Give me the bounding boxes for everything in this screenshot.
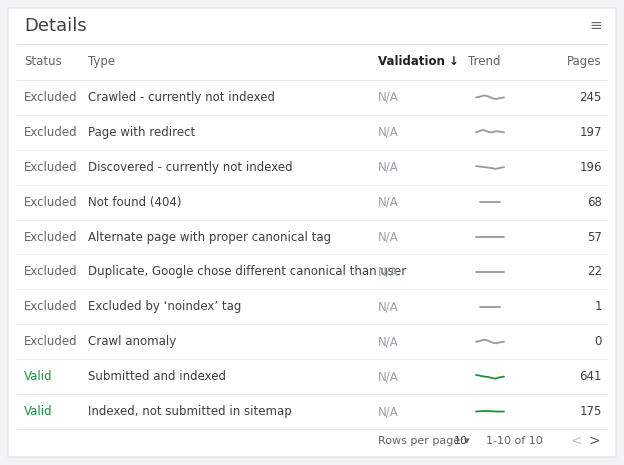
Text: 10: 10 [454, 436, 468, 446]
Text: Excluded: Excluded [24, 266, 77, 279]
Text: Validation ↓: Validation ↓ [378, 55, 459, 68]
Text: N/A: N/A [378, 300, 399, 313]
Text: Not found (404): Not found (404) [88, 196, 182, 209]
Text: Excluded: Excluded [24, 91, 77, 104]
Text: Excluded: Excluded [24, 126, 77, 139]
Text: Crawl anomaly: Crawl anomaly [88, 335, 176, 348]
Text: N/A: N/A [378, 335, 399, 348]
Text: N/A: N/A [378, 266, 399, 279]
Text: Indexed, not submitted in sitemap: Indexed, not submitted in sitemap [88, 405, 292, 418]
Text: Type: Type [88, 55, 115, 68]
Text: Rows per page:: Rows per page: [378, 436, 464, 446]
Text: N/A: N/A [378, 405, 399, 418]
Text: 0: 0 [595, 335, 602, 348]
Text: N/A: N/A [378, 196, 399, 209]
Text: Excluded: Excluded [24, 196, 77, 209]
Text: N/A: N/A [378, 161, 399, 174]
Text: 57: 57 [587, 231, 602, 244]
Text: Trend: Trend [468, 55, 500, 68]
Text: 197: 197 [580, 126, 602, 139]
Text: Discovered - currently not indexed: Discovered - currently not indexed [88, 161, 293, 174]
Text: 196: 196 [580, 161, 602, 174]
Text: Duplicate, Google chose different canonical than user: Duplicate, Google chose different canoni… [88, 266, 406, 279]
Text: 245: 245 [580, 91, 602, 104]
Text: Excluded: Excluded [24, 161, 77, 174]
Text: Excluded: Excluded [24, 231, 77, 244]
Text: Crawled - currently not indexed: Crawled - currently not indexed [88, 91, 275, 104]
Text: Excluded: Excluded [24, 335, 77, 348]
Text: 175: 175 [580, 405, 602, 418]
Text: N/A: N/A [378, 370, 399, 383]
Text: N/A: N/A [378, 231, 399, 244]
Text: >: > [588, 434, 600, 448]
Text: ▾: ▾ [464, 436, 470, 446]
Text: Pages: Pages [567, 55, 602, 68]
Text: Excluded: Excluded [24, 300, 77, 313]
Text: 1-10 of 10: 1-10 of 10 [486, 436, 543, 446]
Text: Details: Details [24, 17, 87, 35]
Text: Status: Status [24, 55, 62, 68]
Text: N/A: N/A [378, 126, 399, 139]
Text: Page with redirect: Page with redirect [88, 126, 195, 139]
Text: Valid: Valid [24, 370, 52, 383]
Text: N/A: N/A [378, 91, 399, 104]
Text: 22: 22 [587, 266, 602, 279]
Text: Excluded by ‘noindex’ tag: Excluded by ‘noindex’ tag [88, 300, 241, 313]
Text: Submitted and indexed: Submitted and indexed [88, 370, 226, 383]
Text: Alternate page with proper canonical tag: Alternate page with proper canonical tag [88, 231, 331, 244]
FancyBboxPatch shape [8, 8, 616, 457]
Text: Valid: Valid [24, 405, 52, 418]
Text: ≡: ≡ [589, 19, 602, 33]
Text: <: < [570, 434, 582, 448]
Text: 68: 68 [587, 196, 602, 209]
Text: 641: 641 [580, 370, 602, 383]
Text: 1: 1 [595, 300, 602, 313]
